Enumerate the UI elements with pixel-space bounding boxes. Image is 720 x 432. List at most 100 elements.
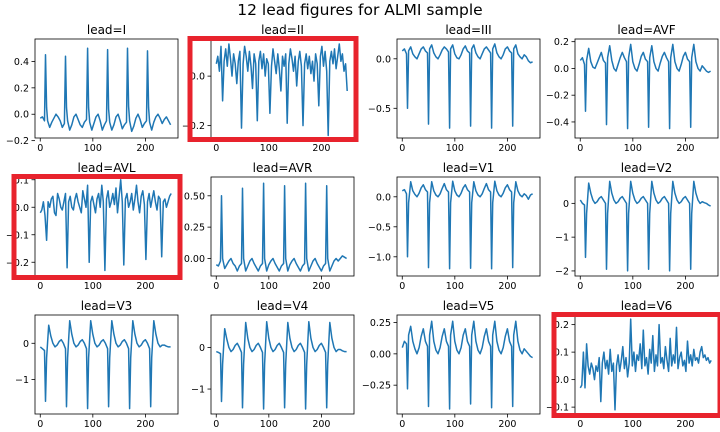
series-line — [401, 320, 533, 410]
subplot: lead=AVF 0 100 200 −0.4 −0.2 0.0 0.2 — [546, 23, 719, 154]
y-tick-label: −0.2 — [6, 258, 29, 269]
y-tick-label: 0.0 — [14, 110, 29, 121]
axes-frame — [396, 314, 541, 415]
y-tick-label: 0.2 — [554, 37, 569, 48]
y-tick-label: −2 — [555, 266, 569, 277]
series-line — [579, 180, 711, 272]
figure-title: 12 lead figures for ALMI sample — [237, 1, 482, 19]
y-tick-label: −0.2 — [546, 91, 569, 102]
x-tick-label: 100 — [84, 143, 102, 154]
y-tick-label: 0 — [199, 343, 205, 354]
y-tick-label: 0 — [23, 339, 29, 350]
y-tick-label: 0.0 — [554, 64, 569, 75]
y-tick-label: −1 — [555, 233, 569, 244]
x-tick-label: 0 — [37, 281, 43, 292]
series-line — [401, 180, 533, 270]
subplot-title: lead=V4 — [257, 299, 309, 313]
axes-frame — [210, 38, 355, 139]
axes-frame — [574, 176, 719, 277]
y-tick-label: 0.2 — [554, 320, 569, 331]
x-tick-label: 200 — [312, 143, 330, 154]
x-tick-label: 200 — [136, 143, 154, 154]
y-tick-label: −1.0 — [368, 252, 391, 263]
y-tick-label: 0.2 — [14, 83, 29, 94]
x-tick-label: 0 — [399, 281, 405, 292]
subplot-title: lead=AVR — [253, 161, 313, 175]
x-tick-label: 100 — [260, 281, 278, 292]
y-tick-label: 0 — [563, 199, 569, 210]
subplot: lead=V4 0 100 200 −1 0 — [191, 299, 355, 430]
x-tick-label: 200 — [498, 281, 516, 292]
y-tick-label: −0.5 — [368, 104, 391, 115]
subplot-title: lead=V3 — [81, 299, 133, 313]
x-tick-label: 0 — [577, 281, 583, 292]
x-tick-label: 100 — [260, 419, 278, 430]
subplot: lead=V3 0 100 200 −1 0 — [15, 299, 179, 430]
x-tick-label: 200 — [676, 419, 694, 430]
subplot-title: lead=I — [87, 23, 126, 37]
subplot: lead=II 0 100 200 −0.2 0.0 — [182, 23, 359, 154]
y-tick-label: −0.25 — [362, 381, 391, 392]
y-tick-label: 0.25 — [184, 223, 205, 234]
subplot-title: lead=V5 — [443, 299, 495, 313]
x-tick-label: 100 — [624, 281, 642, 292]
y-tick-label: 0.0 — [14, 203, 29, 214]
series-line — [216, 320, 347, 410]
x-tick-label: 100 — [624, 419, 642, 430]
x-tick-label: 100 — [260, 143, 278, 154]
subplot-title: lead=V6 — [621, 299, 673, 313]
subplot: lead=V2 0 100 200 −2 −1 0 — [555, 161, 719, 292]
y-tick-label: −0.4 — [546, 117, 569, 128]
x-tick-label: 200 — [676, 281, 694, 292]
subplot-title: lead=III — [445, 23, 491, 37]
y-tick-label: −0.1 — [6, 230, 29, 241]
x-tick-label: 100 — [84, 281, 102, 292]
x-tick-label: 200 — [312, 281, 330, 292]
subplot: lead=III 0 100 200 −0.5 0.0 — [368, 23, 541, 154]
y-tick-label: −1 — [191, 385, 205, 396]
y-tick-label: 0.00 — [370, 349, 391, 360]
subplot-title: lead=V2 — [621, 161, 673, 175]
series-line — [401, 43, 533, 129]
x-tick-label: 0 — [213, 281, 219, 292]
x-tick-label: 200 — [498, 419, 516, 430]
x-tick-label: 100 — [84, 419, 102, 430]
subplot-title: lead=AVL — [77, 161, 135, 175]
subplot-grid: lead=I 0 100 200 −0.2 0.0 0.2 0.4 lead=II 0 100 200… — [6, 23, 720, 430]
x-tick-label: 0 — [213, 419, 219, 430]
subplot: lead=I 0 100 200 −0.2 0.0 0.2 0.4 — [6, 23, 179, 154]
x-tick-label: 100 — [446, 281, 464, 292]
x-tick-label: 0 — [399, 143, 405, 154]
highlight-box — [551, 312, 720, 418]
y-tick-label: 0.4 — [14, 57, 29, 68]
subplot: lead=AVL 0 100 200 −0.2 −0.1 0.0 0.1 — [6, 161, 183, 292]
x-tick-label: 100 — [624, 143, 642, 154]
subplot-title: lead=V1 — [443, 161, 495, 175]
series-line — [39, 47, 172, 133]
series-line — [215, 43, 348, 137]
series-line — [39, 320, 171, 410]
highlight-box — [187, 36, 359, 142]
y-tick-label: 0.0 — [376, 192, 391, 203]
x-tick-label: 100 — [446, 143, 464, 154]
y-tick-label: 0.0 — [376, 54, 391, 65]
y-tick-label: 0.50 — [184, 191, 205, 202]
y-tick-label: 0.0 — [190, 72, 205, 83]
axes-frame — [574, 38, 719, 139]
x-tick-label: 200 — [136, 419, 154, 430]
y-tick-label: 0.00 — [184, 254, 205, 265]
x-tick-label: 100 — [446, 419, 464, 430]
y-tick-label: −0.2 — [6, 136, 29, 147]
axes-frame — [396, 38, 541, 139]
axes-frame — [34, 314, 179, 415]
highlight-box — [11, 174, 183, 280]
y-tick-label: −1 — [15, 375, 29, 386]
x-tick-label: 200 — [312, 419, 330, 430]
y-tick-label: −0.2 — [182, 121, 205, 132]
x-tick-label: 0 — [399, 419, 405, 430]
subplot: lead=V1 0 100 200 −1.0 −0.5 0.0 — [368, 161, 541, 292]
y-tick-label: −0.1 — [546, 403, 569, 414]
subplot: lead=V6 0 100 200 −0.1 0.0 0.1 0.2 — [546, 299, 720, 430]
y-tick-label: 0.1 — [554, 348, 569, 359]
